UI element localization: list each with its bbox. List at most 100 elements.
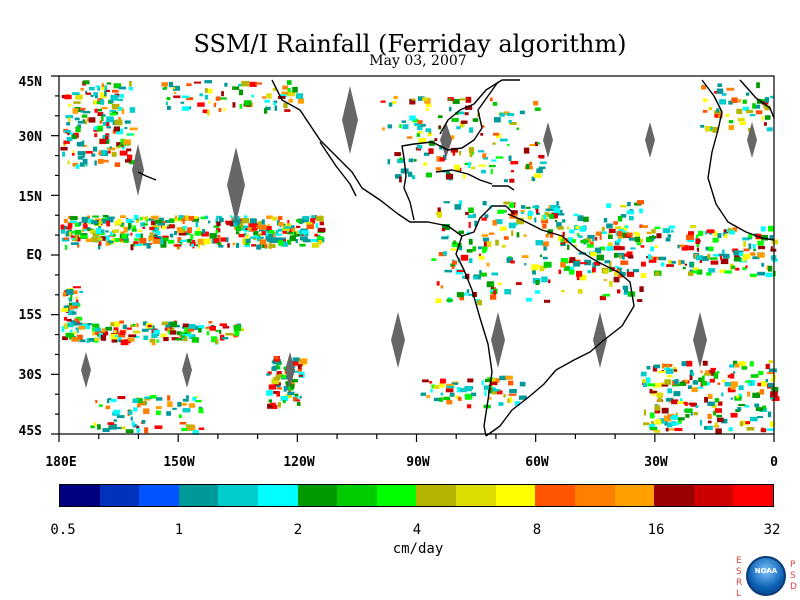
swath-gap	[440, 122, 452, 158]
rain-cell	[640, 273, 647, 278]
rain-cell	[65, 115, 74, 119]
rain-cell	[84, 120, 87, 125]
rain-cell	[749, 361, 754, 367]
rain-cell	[112, 229, 120, 233]
rain-cell	[508, 393, 517, 396]
rain-cell	[691, 263, 695, 266]
rain-cell	[626, 251, 633, 257]
rain-cell	[459, 150, 462, 156]
rain-cell	[705, 126, 713, 132]
rain-cell	[569, 229, 575, 234]
rain-cell	[452, 99, 460, 104]
rain-cell	[579, 274, 587, 281]
rain-cell	[606, 246, 614, 251]
rain-cell	[491, 159, 497, 162]
rain-cell	[613, 221, 618, 225]
rain-cell	[101, 83, 105, 87]
rain-cell	[654, 226, 661, 230]
rain-cell	[603, 269, 608, 274]
rain-cell	[528, 211, 533, 216]
rain-cell	[637, 200, 644, 205]
rain-cell	[661, 363, 665, 369]
rain-cell	[533, 173, 542, 178]
rain-cell	[149, 242, 153, 245]
rain-cell	[425, 103, 432, 108]
rain-cell	[77, 124, 82, 129]
rain-cell	[481, 125, 485, 128]
colorbar-swatch	[60, 485, 100, 506]
rain-cell	[132, 398, 139, 403]
rain-cell	[95, 85, 100, 88]
rain-cell	[101, 86, 105, 91]
rain-cell	[117, 98, 124, 102]
rain-cell	[218, 108, 222, 112]
rain-cell	[666, 364, 670, 371]
rain-cell	[700, 124, 705, 128]
rain-cell	[497, 390, 503, 395]
rain-cell	[604, 260, 611, 264]
rain-cell	[750, 252, 756, 256]
rain-cell	[543, 246, 547, 251]
rain-cell	[655, 271, 660, 276]
rain-cell	[133, 241, 139, 244]
rain-cell	[81, 114, 88, 118]
rain-cell	[76, 299, 79, 304]
rain-cell	[683, 401, 687, 405]
rain-cell	[516, 232, 520, 238]
rain-cell	[770, 95, 774, 99]
rain-cell	[144, 396, 153, 400]
rain-cell	[487, 389, 495, 394]
rain-cell	[490, 294, 497, 300]
rain-cell	[622, 285, 629, 290]
rain-cell	[580, 239, 589, 244]
rain-cell	[249, 218, 257, 224]
rain-cell	[232, 218, 241, 224]
rain-cell	[738, 99, 741, 103]
rain-cell	[680, 260, 685, 264]
rain-cell	[230, 215, 233, 218]
rain-cell	[514, 222, 519, 226]
rain-cell	[99, 138, 107, 145]
rain-cell	[72, 302, 80, 306]
rain-cell	[66, 137, 73, 142]
rain-cell	[704, 231, 708, 235]
rain-cell	[534, 290, 541, 294]
rain-cell	[667, 422, 673, 428]
rain-cell	[142, 321, 148, 326]
rain-cell	[425, 108, 429, 111]
rain-cell	[287, 232, 293, 235]
rain-cell	[620, 204, 627, 208]
rain-cell	[742, 257, 747, 262]
rain-cell	[170, 330, 177, 335]
rain-cell	[297, 365, 302, 369]
rain-cell	[728, 427, 733, 432]
rain-cell	[646, 365, 651, 370]
rain-cell	[65, 289, 74, 295]
rain-cell	[735, 267, 740, 271]
rain-cell	[681, 361, 687, 366]
rain-cell	[181, 106, 190, 111]
rain-cell	[394, 152, 401, 157]
rain-cell	[138, 229, 142, 232]
rain-cell	[78, 325, 86, 330]
rain-cell	[560, 262, 566, 268]
rain-cell	[188, 215, 194, 221]
rain-cell	[155, 406, 162, 410]
rain-cell	[468, 147, 475, 153]
rain-cell	[161, 321, 169, 325]
colorbar-swatch	[535, 485, 575, 506]
rain-cell	[149, 338, 156, 343]
rain-cell	[483, 156, 488, 160]
rain-cell	[295, 399, 301, 402]
rain-cell	[259, 232, 263, 236]
rain-cell	[239, 89, 244, 96]
rain-cell	[451, 241, 458, 248]
rain-cell	[272, 87, 277, 91]
rain-cell	[113, 409, 121, 414]
rain-cell	[407, 171, 413, 177]
rain-cell	[690, 225, 696, 229]
rain-cell	[614, 252, 618, 258]
rain-cell	[88, 218, 93, 224]
rain-cell	[393, 95, 398, 100]
swath-gap	[182, 352, 192, 388]
